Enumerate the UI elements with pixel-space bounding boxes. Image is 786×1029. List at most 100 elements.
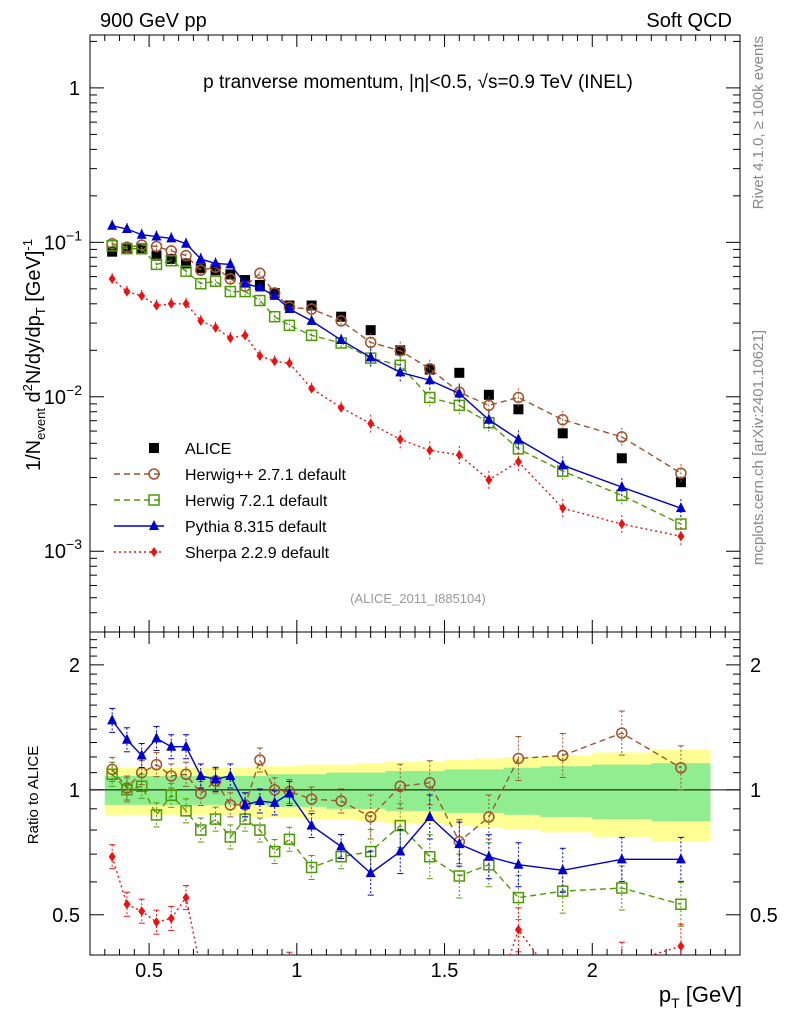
data-point — [240, 798, 251, 809]
plot-frame — [89, 34, 741, 633]
series-herwig-7-2-1-default — [106, 239, 687, 534]
data-point — [227, 1008, 234, 1018]
legend: ALICE Herwig++ 2.7.1 default Herwig 7.2.1 … — [114, 441, 347, 562]
data-point — [306, 819, 317, 830]
data-point — [181, 237, 192, 248]
data-point — [195, 264, 207, 276]
data-point — [225, 769, 236, 780]
data-point — [394, 344, 406, 357]
data-point — [197, 964, 204, 974]
header-left: 900 GeV pp — [100, 10, 207, 32]
data-point — [556, 749, 569, 762]
data-point — [365, 351, 376, 362]
data-point — [271, 356, 279, 367]
data-point — [224, 799, 237, 811]
y-tick-label: 10−1 — [44, 227, 82, 254]
data-point — [513, 404, 524, 415]
data-point — [616, 481, 627, 492]
data-point — [254, 294, 266, 307]
ratio-line — [111, 719, 681, 875]
data-point — [677, 941, 685, 952]
data-point — [305, 861, 318, 874]
data-point — [557, 428, 568, 439]
y-tick-label: 10−3 — [44, 536, 82, 563]
data-point — [556, 414, 569, 426]
y-tick-label-right: 1 — [750, 780, 761, 802]
data-point — [165, 770, 177, 782]
data-point — [512, 891, 525, 904]
data-point — [364, 811, 377, 823]
series-herwig-2-7-1-default — [106, 237, 687, 483]
data-point — [254, 794, 265, 805]
data-point — [107, 219, 118, 230]
data-point — [108, 851, 116, 862]
data-point — [123, 286, 131, 297]
data-point — [456, 1008, 463, 1018]
data-point — [181, 258, 192, 269]
data-point — [616, 453, 627, 464]
data-point — [135, 242, 148, 255]
data-point — [256, 974, 263, 984]
data-point — [209, 813, 222, 825]
data-point — [616, 727, 628, 739]
data-point — [195, 824, 207, 836]
data-point — [336, 840, 347, 851]
ratio-line — [111, 732, 682, 843]
data-point — [152, 917, 160, 928]
data-point — [424, 850, 436, 863]
data-point — [151, 732, 162, 743]
data-point — [182, 892, 190, 903]
data-point — [226, 333, 234, 344]
legend-marker — [149, 520, 159, 530]
data-point — [335, 315, 347, 327]
data-point — [559, 985, 566, 995]
data-point — [557, 864, 568, 875]
data-point — [107, 714, 118, 725]
data-point — [121, 242, 133, 255]
data-point — [395, 366, 406, 377]
ratio-line — [111, 856, 682, 955]
legend-label: Pythia 8.315 default — [185, 519, 327, 536]
ratio-panel: 0.5 0.5 1 1 2 2 0.5 1 1.5 2 — [52, 631, 778, 1018]
data-point — [136, 228, 147, 239]
legend-label: Herwig 7.2.1 default — [185, 493, 328, 510]
legend-item: Pythia 8.315 default — [114, 519, 327, 536]
data-point — [224, 273, 237, 285]
data-point — [167, 913, 175, 924]
data-point — [166, 740, 177, 751]
data-point — [150, 240, 163, 253]
data-point — [675, 853, 686, 864]
data-point — [306, 314, 317, 325]
data-point — [454, 367, 465, 378]
data-point — [224, 831, 237, 843]
data-point — [483, 399, 495, 412]
data-point — [195, 277, 207, 290]
legend-marker — [150, 547, 158, 557]
data-point — [165, 789, 177, 802]
data-point — [180, 805, 192, 817]
data-point — [483, 413, 494, 424]
data-point — [138, 906, 146, 917]
data-point — [337, 402, 345, 413]
data-point — [268, 784, 281, 796]
data-point — [455, 449, 463, 460]
data-point — [181, 740, 192, 751]
y-tick-label-right: 2 — [750, 655, 761, 677]
data-point — [424, 391, 436, 404]
data-point — [675, 467, 687, 479]
ratio-y-axis-label: Ratio to ALICE — [25, 746, 42, 844]
data-point — [336, 334, 347, 345]
data-point — [453, 870, 466, 882]
data-point — [224, 285, 237, 298]
data-point — [151, 230, 162, 241]
data-point — [271, 969, 278, 979]
svg-text:pT [GeV]: pT [GeV] — [659, 982, 742, 1011]
data-point — [364, 336, 377, 349]
data-point — [254, 267, 266, 280]
data-point — [557, 459, 568, 470]
data-point — [426, 1002, 433, 1012]
x-tick-label: 1 — [291, 960, 302, 982]
data-point — [121, 733, 132, 744]
data-point — [167, 298, 175, 309]
data-point — [209, 275, 222, 287]
